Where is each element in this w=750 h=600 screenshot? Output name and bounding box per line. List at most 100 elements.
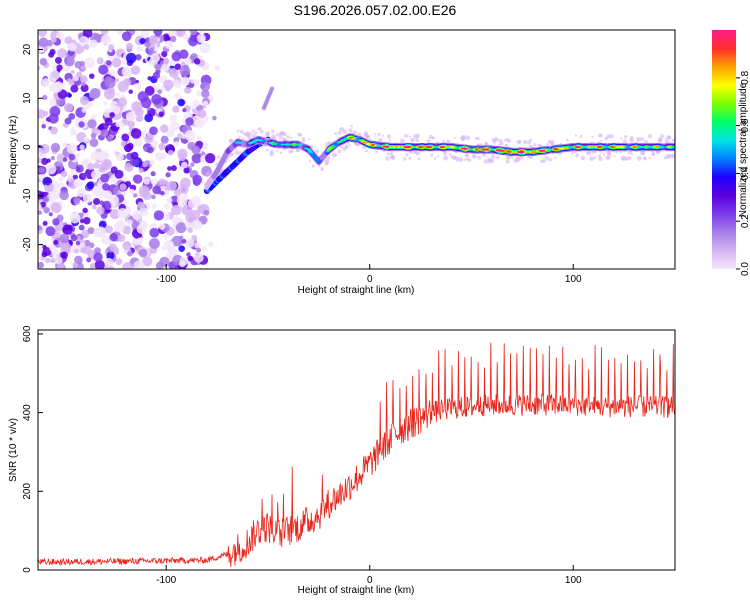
halo-cell [598,134,602,138]
noise-cell [133,193,138,198]
halo-cell [615,150,618,154]
halo-cell [605,155,608,158]
halo-cell [598,156,603,162]
noise-cell [201,89,210,98]
noise-cell [108,44,115,50]
noise-cell [122,241,132,251]
noise-cell [104,75,113,85]
noise-cell [45,226,56,237]
noise-cell [80,65,85,70]
noise-cell [182,108,187,113]
halo-cell [301,138,306,143]
halo-cell [580,155,586,161]
noise-cell [42,110,49,117]
snr-series-line [38,342,675,568]
noise-cell [201,246,207,251]
y-tick-label: -10 [22,188,33,203]
halo-cell [544,155,550,161]
noise-cell [142,161,149,168]
noise-cell [41,124,46,129]
halo-cell [311,164,315,168]
noise-cell [91,204,97,210]
halo-cell [324,162,328,166]
x-tick-label: 0 [367,274,373,285]
noise-cell [152,185,162,195]
noise-cell [113,221,125,233]
noise-cell [64,55,75,67]
noise-cell [83,136,89,142]
noise-cell [49,48,56,56]
halo-cell [658,137,663,142]
colorbar-label: Normalized spectral amplitude [738,82,749,217]
noise-cell [38,210,43,215]
noise-cell [132,209,143,221]
noise-cell [151,194,156,200]
noise-cell [86,257,92,263]
halo-cell [505,159,510,164]
noise-cell [42,78,50,86]
noise-cell [148,34,158,45]
halo-cell [433,157,437,160]
halo-cell [254,131,258,135]
noise-cell [149,238,160,249]
noise-cell [179,235,184,240]
halo-cell [408,156,412,160]
snr-y-label: SNR (10 * v/v) [8,418,19,482]
spectrogram-x-label: Height of straight line (km) [298,285,415,296]
noise-cell [155,68,161,75]
noise-cell [74,255,83,265]
noise-cell [158,178,166,186]
noise-cell [203,100,209,106]
noise-cell [140,203,146,209]
noise-cell [94,259,105,269]
noise-cell [119,183,127,191]
halo-cell [484,142,489,146]
halo-cell [666,135,671,140]
noise-cell [176,30,186,38]
halo-cell [308,137,311,141]
halo-cell [506,138,512,143]
halo-cell [369,138,372,141]
noise-cell [153,30,163,36]
noise-cell [49,244,57,252]
noise-cell [144,41,151,48]
halo-cell [589,156,594,161]
halo-cell [385,156,390,161]
noise-cell [49,105,61,117]
halo-cell [461,134,466,140]
noise-cell [100,173,110,183]
noise-cell [58,176,64,182]
noise-cell [146,146,154,154]
noise-cell [115,78,120,83]
noise-cell [64,117,72,125]
halo-cell [539,159,543,163]
noise-cell [44,179,51,186]
noise-cell [126,42,134,50]
halo-cell [339,126,345,132]
noise-cell [161,50,168,58]
halo-cell [337,149,342,154]
noise-cell [192,108,197,114]
noise-cell [56,64,63,71]
noise-cell [72,174,78,180]
noise-cell [132,137,142,147]
halo-cell [365,135,369,139]
noise-cell [89,73,95,79]
noise-cell [171,51,182,62]
noise-cell [72,262,79,268]
colorbar-tick-label: 0.4 [740,166,750,180]
halo-cell [641,151,645,155]
colorbar: 0.0 0.2 0.4 0.6 0.8 Normalized spectral ampl… [712,30,750,276]
colorbar-tick-label: 0.8 [740,70,750,84]
noise-cell [51,249,61,259]
noise-cell [137,91,149,103]
noise-cell [203,209,210,216]
noise-cell [167,149,174,156]
noise-cell [115,121,121,127]
halo-cell [442,140,446,144]
noise-cell [70,84,79,93]
noise-cell [50,156,55,161]
noise-cell [81,82,86,87]
noise-cell [42,196,50,203]
noise-cell [79,75,88,83]
